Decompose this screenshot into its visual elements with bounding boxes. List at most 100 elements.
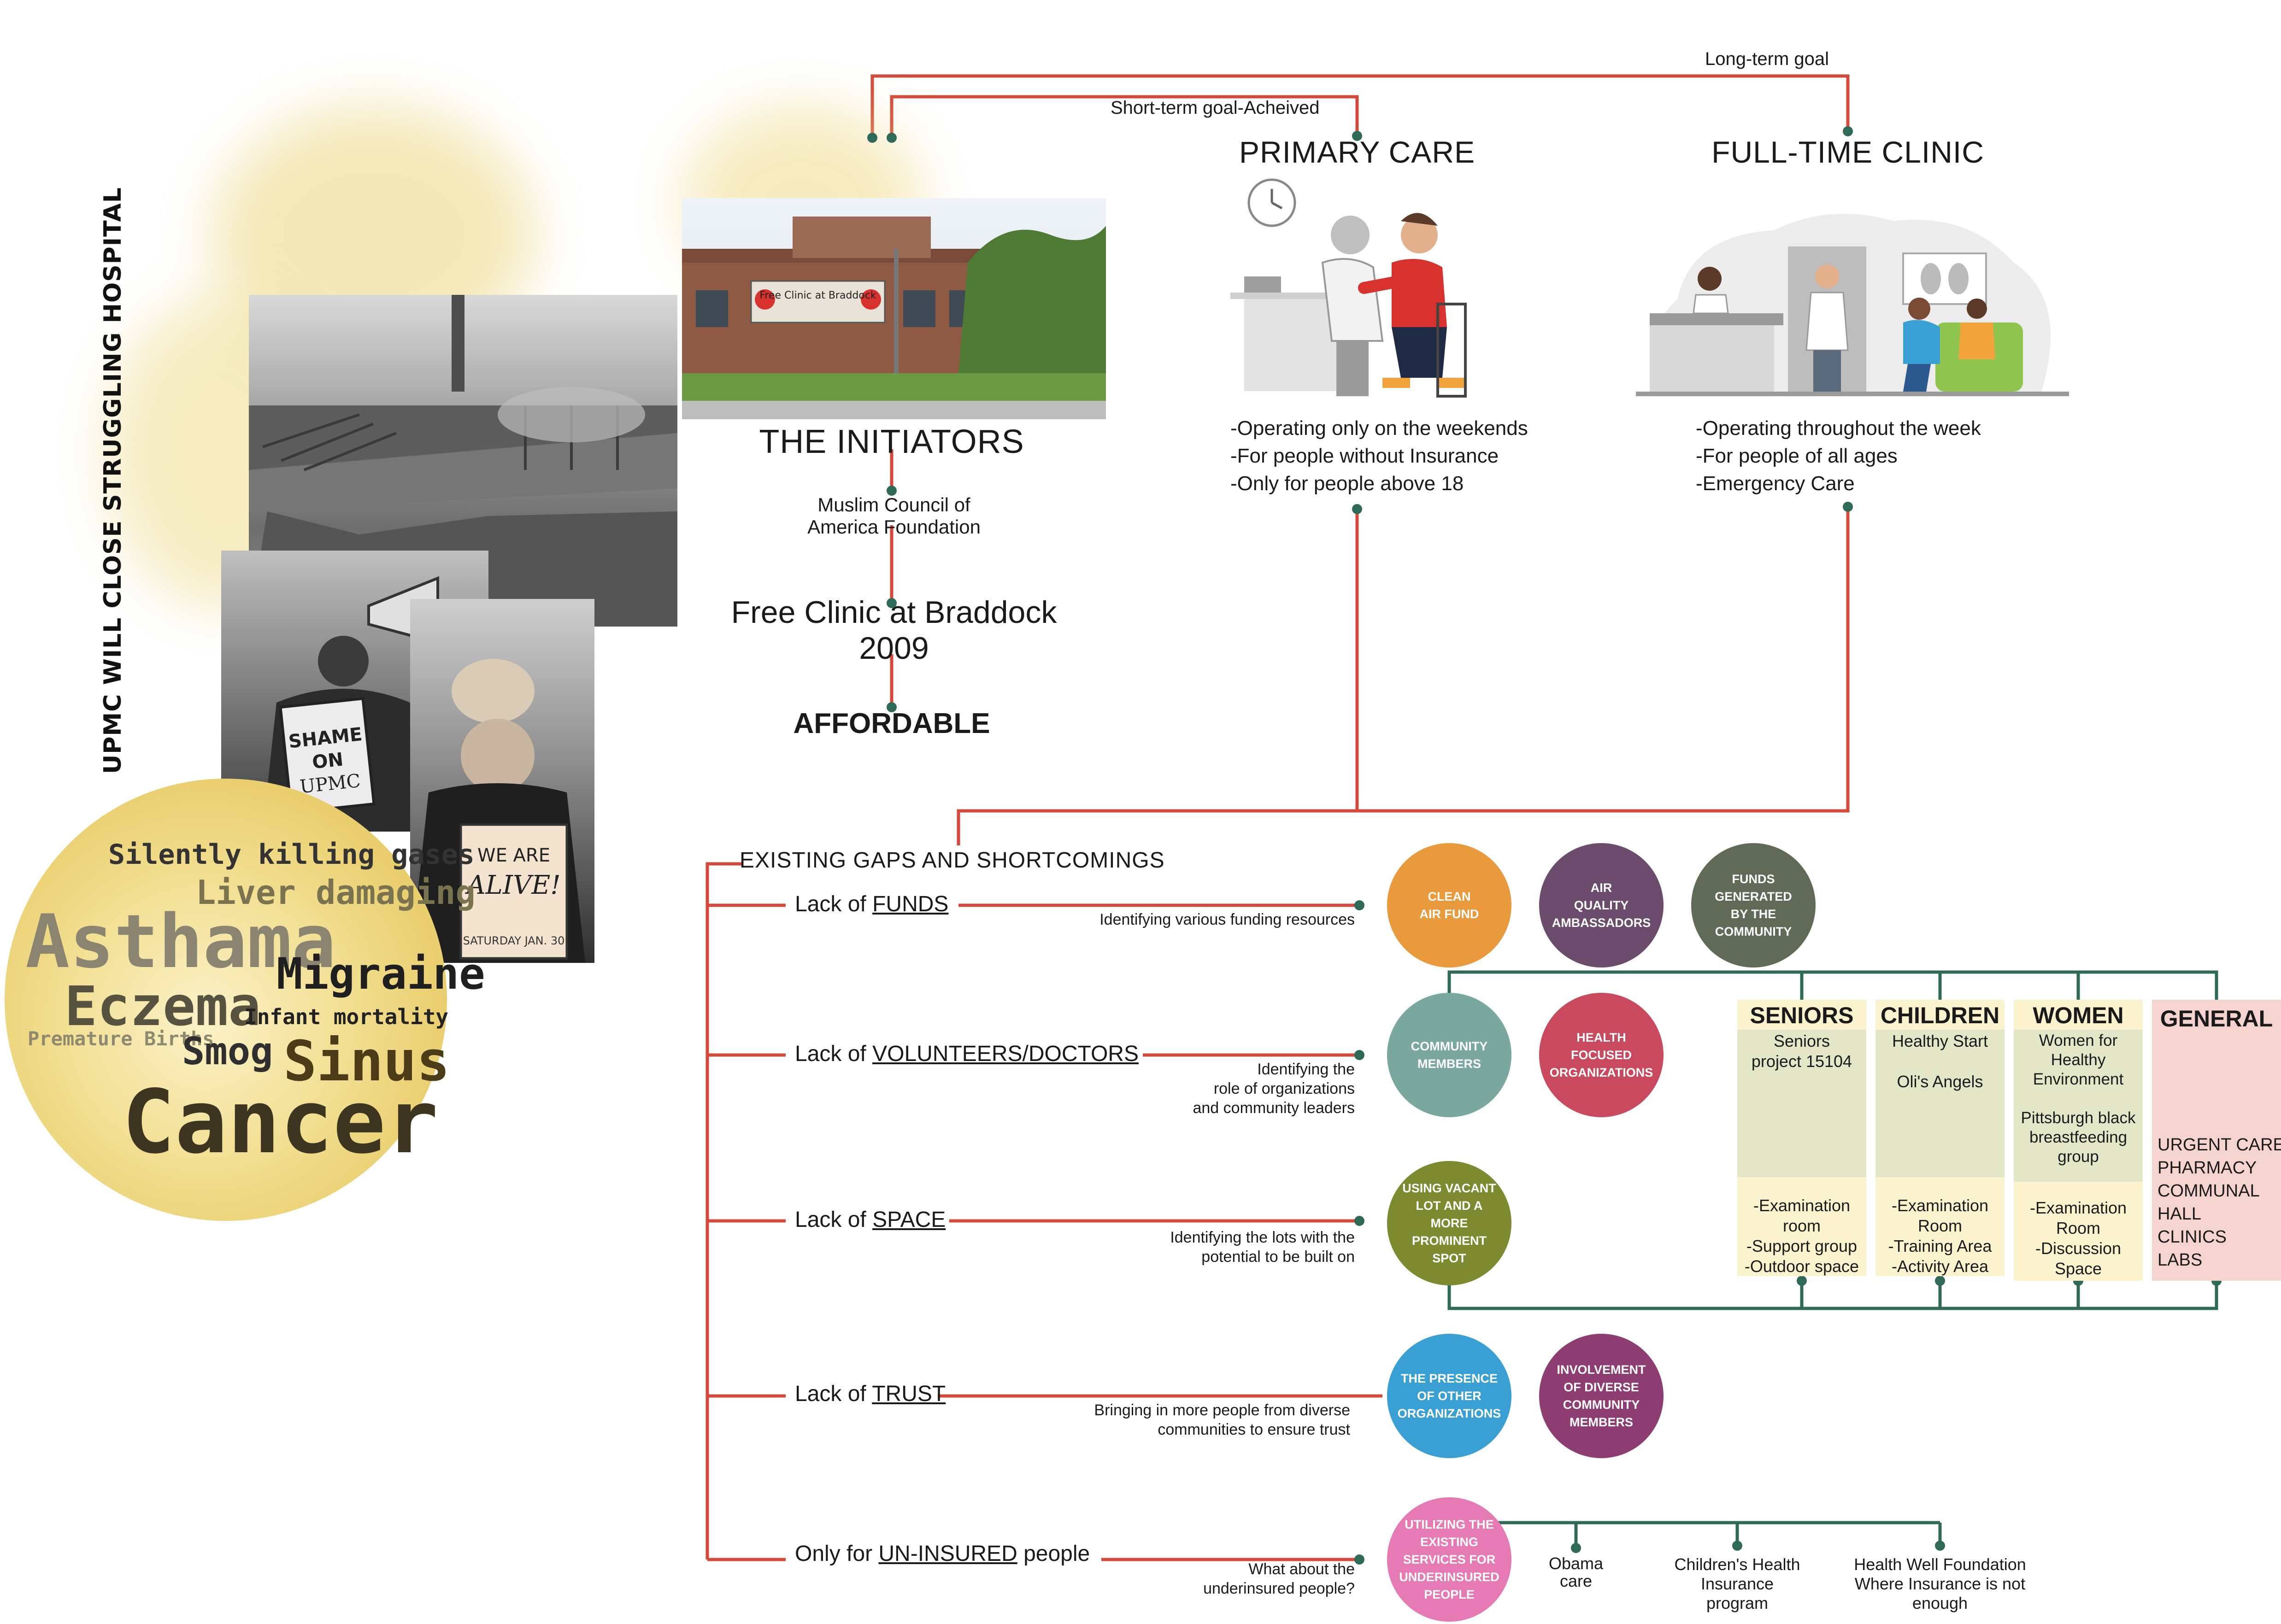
- women-programs: Women for Healthy Environment Pittsburgh…: [2021, 1032, 2136, 1166]
- word-sinus: Sinus: [283, 1030, 450, 1094]
- dot-fulltime: [1843, 126, 1853, 136]
- children-spaces: -Examination Room -Training Area -Activi…: [1888, 1196, 1992, 1276]
- bubble-clean-air-fund: CLEAN AIR FUND: [1387, 843, 1511, 967]
- dot-primary: [1352, 131, 1362, 141]
- bubble-health-organizations: HEALTH FOCUSED ORGANIZATIONS: [1539, 993, 1664, 1117]
- general-bg: [2152, 1000, 2281, 1281]
- children-programs: Healthy Start Oli's Angels: [1892, 1032, 1988, 1091]
- green-services-line: [1475, 1521, 1942, 1548]
- protest-photo-right: WE ARE ALIVE! SATURDAY JAN. 30: [410, 599, 594, 963]
- bubble-funds-generated: FUNDS GENERATED BY THE COMMUNITY: [1691, 843, 1816, 967]
- dot-volunteers: [1354, 1050, 1364, 1060]
- service-chip: Children's Health Insurance program: [1674, 1555, 1800, 1612]
- seniors-spaces: -Examination room -Support group -Outdoo…: [1744, 1196, 1859, 1276]
- service-obama-care: Obama care: [1548, 1554, 1604, 1590]
- women-programs-bg: [2014, 1030, 2143, 1182]
- dot-space: [1354, 1216, 1364, 1226]
- dot-seniors-bottom: [1797, 1276, 1807, 1286]
- full-time-clinic-title: FULL-TIME CLINIC: [1711, 135, 1984, 169]
- short-term-goal-line: [890, 95, 1359, 138]
- dot-primary-down: [1352, 504, 1362, 514]
- children-spaces-bg: [1875, 1177, 2005, 1276]
- children-title-bg: [1875, 1000, 2005, 1030]
- dot-chip: [1732, 1541, 1742, 1551]
- clinic-sign-text: Free Clinic at Braddock: [759, 290, 876, 301]
- group-general: GENERAL URGENT CARE PHARMACY COMMUNAL HA…: [2152, 1000, 2281, 1281]
- women-title: WOMEN: [2033, 1003, 2124, 1028]
- bubble-air-quality-ambassadors: AIR QUALITY AMBASSADORS: [1539, 843, 1664, 967]
- seniors-title: SENIORS: [1750, 1003, 1854, 1028]
- seniors-programs-bg: [1737, 1030, 1866, 1177]
- full-time-clinic-illustration: [1636, 198, 2069, 405]
- dot-hwf: [1935, 1541, 1945, 1551]
- word-cancer: Cancer: [122, 1071, 439, 1173]
- green-bottom-bus: [1447, 1281, 2218, 1310]
- word-eczema: Eczema: [65, 974, 261, 1038]
- green-top-bus: [1447, 970, 2218, 1011]
- dot-fulltime-down: [1843, 502, 1853, 512]
- group-women: WOMEN Women for Healthy Environment Pitt…: [2014, 1000, 2143, 1281]
- gap-volunteers: Lack of VOLUNTEERS/DOCTORS: [795, 1042, 1139, 1066]
- bubble-presence-organizations: THE PRESENCE OF OTHER ORGANIZATIONS: [1387, 1334, 1511, 1458]
- bubble-existing-services: UTILIZING THE EXISTING SERVICES FOR UNDE…: [1387, 1497, 1511, 1622]
- gaps-title: EXISTING GAPS AND SHORTCOMINGS: [740, 848, 1165, 873]
- dot-obama: [1571, 1543, 1581, 1553]
- gap-volunteers-note: Identifying the role of organizations an…: [1193, 1061, 1355, 1117]
- women-title-bg: [2014, 1000, 2143, 1030]
- short-term-goal-label: Short-term goal-Acheived: [1111, 98, 1320, 118]
- svg-text:SATURDAY JAN. 30: SATURDAY JAN. 30: [463, 934, 565, 947]
- svg-text:ON: ON: [311, 749, 344, 774]
- initiators-title: THE INITIATORS: [759, 423, 1024, 460]
- bubble-diverse-members: INVOLVEMENT OF DIVERSE COMMUNITY MEMBERS: [1539, 1334, 1664, 1458]
- word-infant-mortality: Infant mortality: [244, 1004, 449, 1029]
- initiators-org: Muslim Council of America Foundation: [807, 494, 981, 538]
- children-title: CHILDREN: [1880, 1003, 2000, 1028]
- word-asthama: Asthama: [25, 898, 336, 985]
- dot-funds: [1354, 900, 1364, 910]
- primary-care-features: -Operating only on the weekends -For peo…: [1230, 417, 1528, 495]
- primary-to-gaps-line: [957, 509, 1359, 845]
- bubble-vacant-lot: USING VACANT LOT AND A MORE PROMINENT SP…: [1387, 1161, 1511, 1285]
- women-spaces: -Examination Room -Discussion Space: [2029, 1198, 2127, 1278]
- gap-uninsured-note: What about the underinsured people?: [1203, 1560, 1355, 1597]
- full-time-clinic-features: -Operating throughout the week -For peop…: [1696, 417, 1981, 495]
- gap-space-note: Identifying the lots with the potential …: [1170, 1229, 1355, 1266]
- long-term-goal-line: [870, 74, 1850, 138]
- gap-trust: Lack of TRUST: [795, 1382, 946, 1406]
- dot-initiators-2: [887, 598, 897, 608]
- general-programs: URGENT CARE PHARMACY COMMUNAL HALL CLINI…: [2158, 1135, 2281, 1270]
- word-migraine: Migraine: [276, 949, 485, 999]
- clinic-photo: Free Clinic at Braddock: [682, 198, 1106, 419]
- alive-sign-text: ALIVE!: [464, 870, 561, 900]
- dot-goal-long: [867, 133, 877, 143]
- dot-children-bottom: [1935, 1276, 1945, 1286]
- bubble-community-members: COMMUNITY MEMBERS: [1387, 993, 1511, 1117]
- gap-funds: Lack of FUNDS: [795, 892, 949, 916]
- word-liver-damaging: Liver damaging: [196, 873, 476, 912]
- upmc-headline: UPMC WILL CLOSE STRUGGLING HOSPITAL: [99, 187, 127, 774]
- dot-goal-short: [887, 133, 897, 143]
- health-issues-word-cloud: Silently killing gases Liver damaging As…: [5, 779, 485, 1221]
- group-seniors: SENIORS Seniors project 15104 -Examinati…: [1737, 1000, 1866, 1276]
- fulltime-to-gaps-line: [1357, 507, 1850, 813]
- children-programs-bg: [1875, 1030, 2005, 1177]
- group-children: CHILDREN Healthy Start Oli's Angels -Exa…: [1875, 1000, 2005, 1276]
- word-silently-killing-gases: Silently killing gases: [108, 838, 475, 871]
- gap-trust-note: Bringing in more people from diverse com…: [1094, 1401, 1350, 1438]
- dot-initiators-1: [887, 486, 897, 496]
- seniors-title-bg: [1737, 1000, 1866, 1030]
- long-term-goal-label: Long-term goal: [1705, 49, 1829, 69]
- women-spaces-bg: [2014, 1182, 2143, 1281]
- word-smog: Smog: [182, 1030, 273, 1073]
- affordable-label: AFFORDABLE: [793, 708, 990, 739]
- gaps-spine-line: [705, 862, 742, 1560]
- dot-initiators-3: [887, 702, 897, 712]
- primary-care-illustration: [1226, 175, 1493, 405]
- word-premature-births: Premature Births: [28, 1027, 214, 1050]
- initiators-year: 2009: [859, 631, 929, 666]
- service-health-well-foundation: Health Well Foundation Where Insurance i…: [1854, 1555, 2026, 1612]
- dot-uninsured: [1354, 1554, 1364, 1565]
- gap-funds-note: Identifying various funding resources: [1099, 911, 1355, 928]
- svg-text:WE ARE: WE ARE: [477, 845, 550, 866]
